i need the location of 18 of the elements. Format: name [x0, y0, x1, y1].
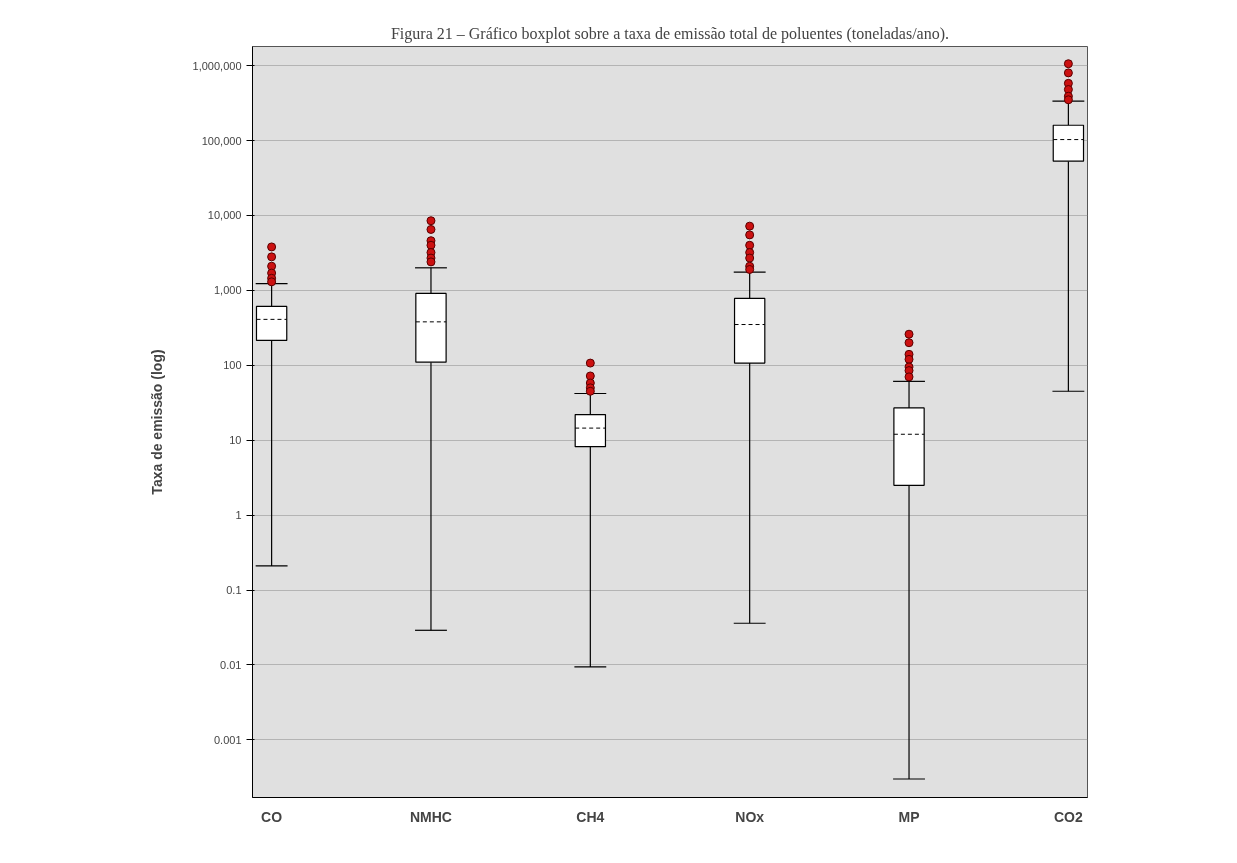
y-tick-label: 10,000: [207, 209, 242, 222]
y-tick-label: 1,000,000: [192, 59, 242, 72]
y-tick-label: 10: [229, 434, 242, 447]
y-tick-label: 0.001: [213, 733, 242, 746]
y-tick-label: 100: [223, 359, 242, 372]
x-tick-label: MP: [898, 808, 920, 825]
chart-title: Figura 21 – Gráfico boxplot sobre a taxa de emissão total de poluentes (toneladas/ano).: [390, 24, 950, 43]
y-tick-label: 1: [235, 509, 242, 522]
y-tick-label: 1,000: [213, 284, 242, 297]
y-tick-label: 0.1: [226, 584, 242, 597]
y-axis-title: Taxa de emissão (log): [148, 349, 165, 495]
x-tick-label: NMHC: [409, 808, 452, 825]
y-tick-label: 100,000: [201, 134, 242, 147]
x-tick-label: CO2: [1053, 808, 1083, 825]
x-tick-label: CH4: [576, 808, 605, 825]
x-tick-label: CO: [261, 808, 283, 825]
x-tick-label: NOx: [735, 808, 765, 825]
y-tick-label: 0.01: [220, 658, 242, 671]
